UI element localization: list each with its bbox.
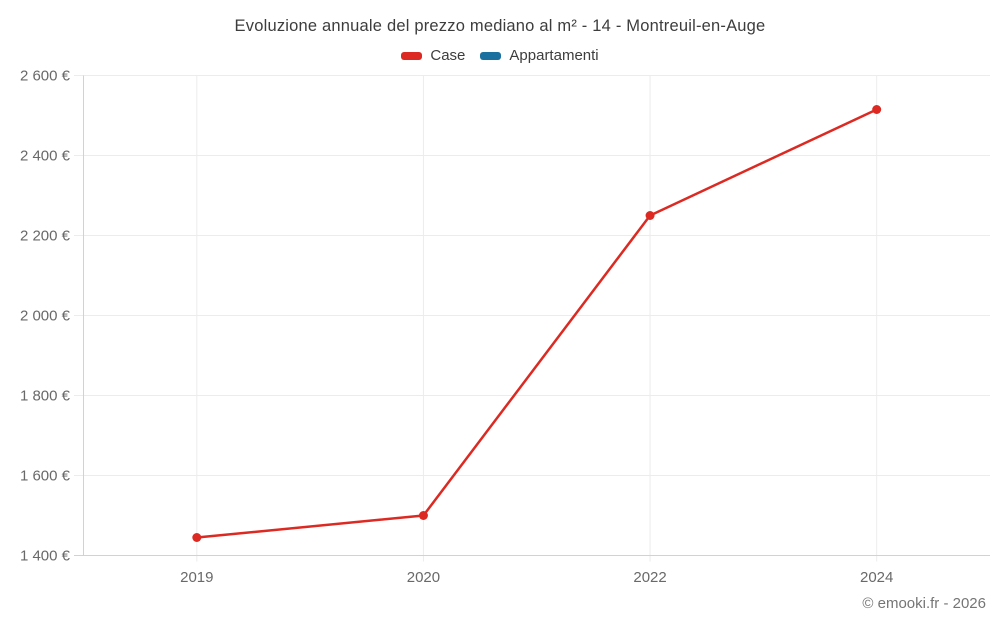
y-tick-label: 2 400 € (19, 147, 70, 164)
legend-item-appartamenti[interactable]: Appartamenti (480, 47, 599, 64)
chart-title: Evoluzione annuale del prezzo mediano al… (234, 17, 766, 35)
data-point-case-2024[interactable] (872, 105, 882, 114)
y-tick-label: 1 800 € (19, 387, 70, 404)
x-tick-label: 2024 (860, 569, 894, 586)
chart-legend: Case Appartamenti (0, 47, 1000, 64)
x-tick-label: 2019 (180, 569, 214, 586)
legend-swatch-case-icon (401, 51, 423, 60)
x-tick-label: 2022 (633, 569, 667, 586)
data-point-case-2020[interactable] (418, 511, 428, 520)
data-point-case-2022[interactable] (645, 211, 655, 220)
y-tick-label: 2 000 € (19, 307, 70, 324)
y-tick-label: 1 600 € (19, 467, 70, 484)
copyright-footer: © emooki.fr - 2026 (862, 595, 986, 612)
series-line-case (195, 108, 878, 539)
y-tick-label: 2 200 € (19, 227, 70, 244)
legend-label-case: Case (430, 47, 466, 64)
data-point-case-2019[interactable] (192, 533, 202, 542)
x-tick-label: 2020 (406, 569, 441, 586)
legend-item-case[interactable]: Case (401, 47, 465, 64)
legend-swatch-appartamenti-icon (480, 51, 502, 60)
y-tick-label: 2 600 € (19, 67, 70, 84)
y-tick-label: 1 400 € (19, 547, 70, 564)
legend-label-appartamenti: Appartamenti (509, 47, 599, 64)
